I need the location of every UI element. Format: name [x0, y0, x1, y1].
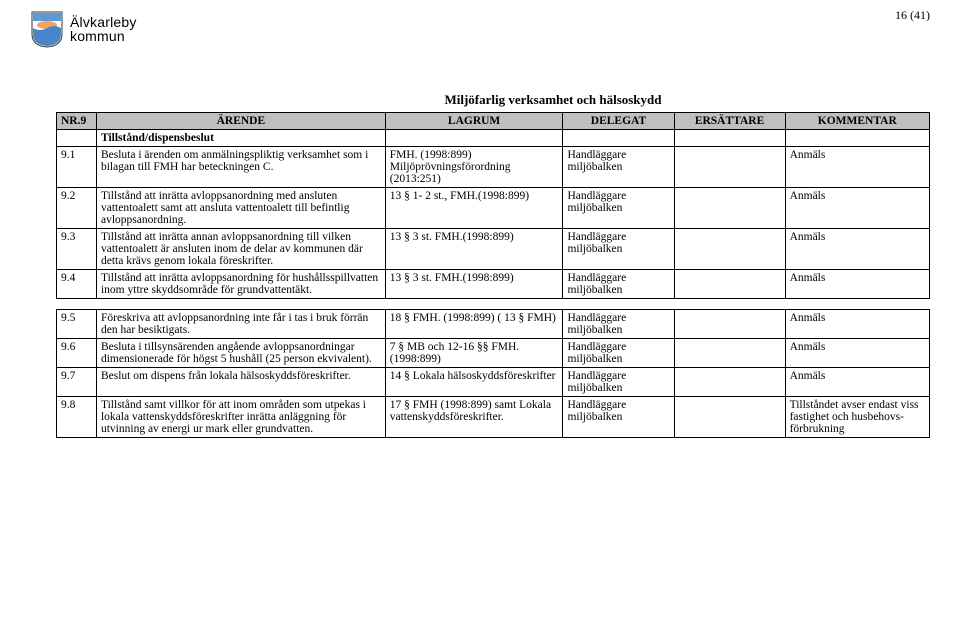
cell-delegat: Handläggare miljöbalken: [563, 368, 674, 397]
cell-kommentar: Anmäls: [785, 310, 929, 339]
page-number: 16 (41): [895, 8, 930, 23]
cell-nr: 9.6: [57, 339, 97, 368]
logo-text: Älvkarleby kommun: [70, 15, 137, 43]
subheader-row: Tillstånd/dispensbeslut: [57, 130, 930, 147]
logo-line2: kommun: [70, 29, 137, 43]
cell-nr: 9.2: [57, 188, 97, 229]
cell-lagrum: 13 § 3 st. FMH.(1998:899): [385, 229, 563, 270]
cell-arende: Besluta i tillsynsärenden angående avlop…: [96, 339, 385, 368]
col-header-delegat: DELEGAT: [563, 113, 674, 130]
subheader-nr: [57, 130, 97, 147]
municipality-logo: Älvkarleby kommun: [30, 10, 137, 48]
cell-arende: Tillstånd samt villkor för att inom områ…: [96, 397, 385, 438]
col-header-arende: ÄRENDE: [96, 113, 385, 130]
cell-ersattare: [674, 188, 785, 229]
table-row: 9.5Föreskriva att avloppsanordning inte …: [57, 310, 930, 339]
cell-nr: 9.7: [57, 368, 97, 397]
col-header-lagrum: LAGRUM: [385, 113, 563, 130]
subheader-kommentar: [785, 130, 929, 147]
cell-ersattare: [674, 310, 785, 339]
cell-delegat: Handläggare miljöbalken: [563, 310, 674, 339]
cell-ersattare: [674, 368, 785, 397]
cell-kommentar: Anmäls: [785, 270, 929, 299]
cell-ersattare: [674, 270, 785, 299]
table-row: 9.7Beslut om dispens från lokala hälsosk…: [57, 368, 930, 397]
subheader-ersattare: [674, 130, 785, 147]
subheader-delegat: [563, 130, 674, 147]
cell-delegat: Handläggare miljöbalken: [563, 147, 674, 188]
cell-kommentar: Anmäls: [785, 188, 929, 229]
table-row: 9.3Tillstånd att inrätta annan avloppsan…: [57, 229, 930, 270]
cell-lagrum: 13 § 1- 2 st., FMH.(1998:899): [385, 188, 563, 229]
shield-icon: [30, 10, 64, 48]
logo-line1: Älvkarleby: [70, 15, 137, 29]
cell-lagrum: 14 § Lokala hälsoskyddsföreskrifter: [385, 368, 563, 397]
cell-kommentar: Anmäls: [785, 147, 929, 188]
cell-lagrum: 13 § 3 st. FMH.(1998:899): [385, 270, 563, 299]
delegation-table: NR.9 ÄRENDE LAGRUM DELEGAT ERSÄTTARE KOM…: [56, 112, 930, 299]
cell-lagrum: 17 § FMH (1998:899) samt Lokala vattensk…: [385, 397, 563, 438]
cell-arende: Tillstånd att inrätta avloppsanordning m…: [96, 188, 385, 229]
table-spacer: [56, 299, 930, 309]
cell-kommentar: Anmäls: [785, 339, 929, 368]
col-header-ersattare: ERSÄTTARE: [674, 113, 785, 130]
cell-delegat: Handläggare miljöbalken: [563, 229, 674, 270]
cell-delegat: Handläggare miljöbalken: [563, 270, 674, 299]
cell-kommentar: Anmäls: [785, 368, 929, 397]
col-header-kommentar: KOMMENTAR: [785, 113, 929, 130]
table-row: 9.4Tillstånd att inrätta avloppsanordnin…: [57, 270, 930, 299]
cell-nr: 9.1: [57, 147, 97, 188]
table-header-row: NR.9 ÄRENDE LAGRUM DELEGAT ERSÄTTARE KOM…: [57, 113, 930, 130]
cell-nr: 9.3: [57, 229, 97, 270]
subheader-lagrum: [385, 130, 563, 147]
cell-arende: Beslut om dispens från lokala hälsoskydd…: [96, 368, 385, 397]
col-header-nr: NR.9: [57, 113, 97, 130]
cell-delegat: Handläggare miljöbalken: [563, 339, 674, 368]
cell-lagrum: FMH. (1998:899) Miljöprövningsförordning…: [385, 147, 563, 188]
cell-arende: Besluta i ärenden om anmälningspliktig v…: [96, 147, 385, 188]
delegation-table-2: 9.5Föreskriva att avloppsanordning inte …: [56, 309, 930, 438]
cell-arende: Tillstånd att inrätta avloppsanordning f…: [96, 270, 385, 299]
cell-kommentar: Tillståndet avser endast viss fastighet …: [785, 397, 929, 438]
subheader-label: Tillstånd/dispensbeslut: [96, 130, 385, 147]
cell-arende: Föreskriva att avloppsanordning inte får…: [96, 310, 385, 339]
cell-lagrum: 7 § MB och 12-16 §§ FMH. (1998:899): [385, 339, 563, 368]
table-row: 9.8Tillstånd samt villkor för att inom o…: [57, 397, 930, 438]
cell-delegat: Handläggare miljöbalken: [563, 397, 674, 438]
table-row: 9.6Besluta i tillsynsärenden angående av…: [57, 339, 930, 368]
content-area: Miljöfarlig verksamhet och hälsoskydd NR…: [56, 92, 930, 438]
section-title: Miljöfarlig verksamhet och hälsoskydd: [176, 92, 930, 108]
cell-lagrum: 18 § FMH. (1998:899) ( 13 § FMH): [385, 310, 563, 339]
cell-ersattare: [674, 147, 785, 188]
cell-ersattare: [674, 229, 785, 270]
cell-ersattare: [674, 339, 785, 368]
cell-kommentar: Anmäls: [785, 229, 929, 270]
cell-delegat: Handläggare miljöbalken: [563, 188, 674, 229]
table-row: 9.2Tillstånd att inrätta avloppsanordnin…: [57, 188, 930, 229]
cell-arende: Tillstånd att inrätta annan avloppsanord…: [96, 229, 385, 270]
table-row: 9.1Besluta i ärenden om anmälningsplikti…: [57, 147, 930, 188]
cell-nr: 9.4: [57, 270, 97, 299]
cell-nr: 9.8: [57, 397, 97, 438]
cell-ersattare: [674, 397, 785, 438]
cell-nr: 9.5: [57, 310, 97, 339]
